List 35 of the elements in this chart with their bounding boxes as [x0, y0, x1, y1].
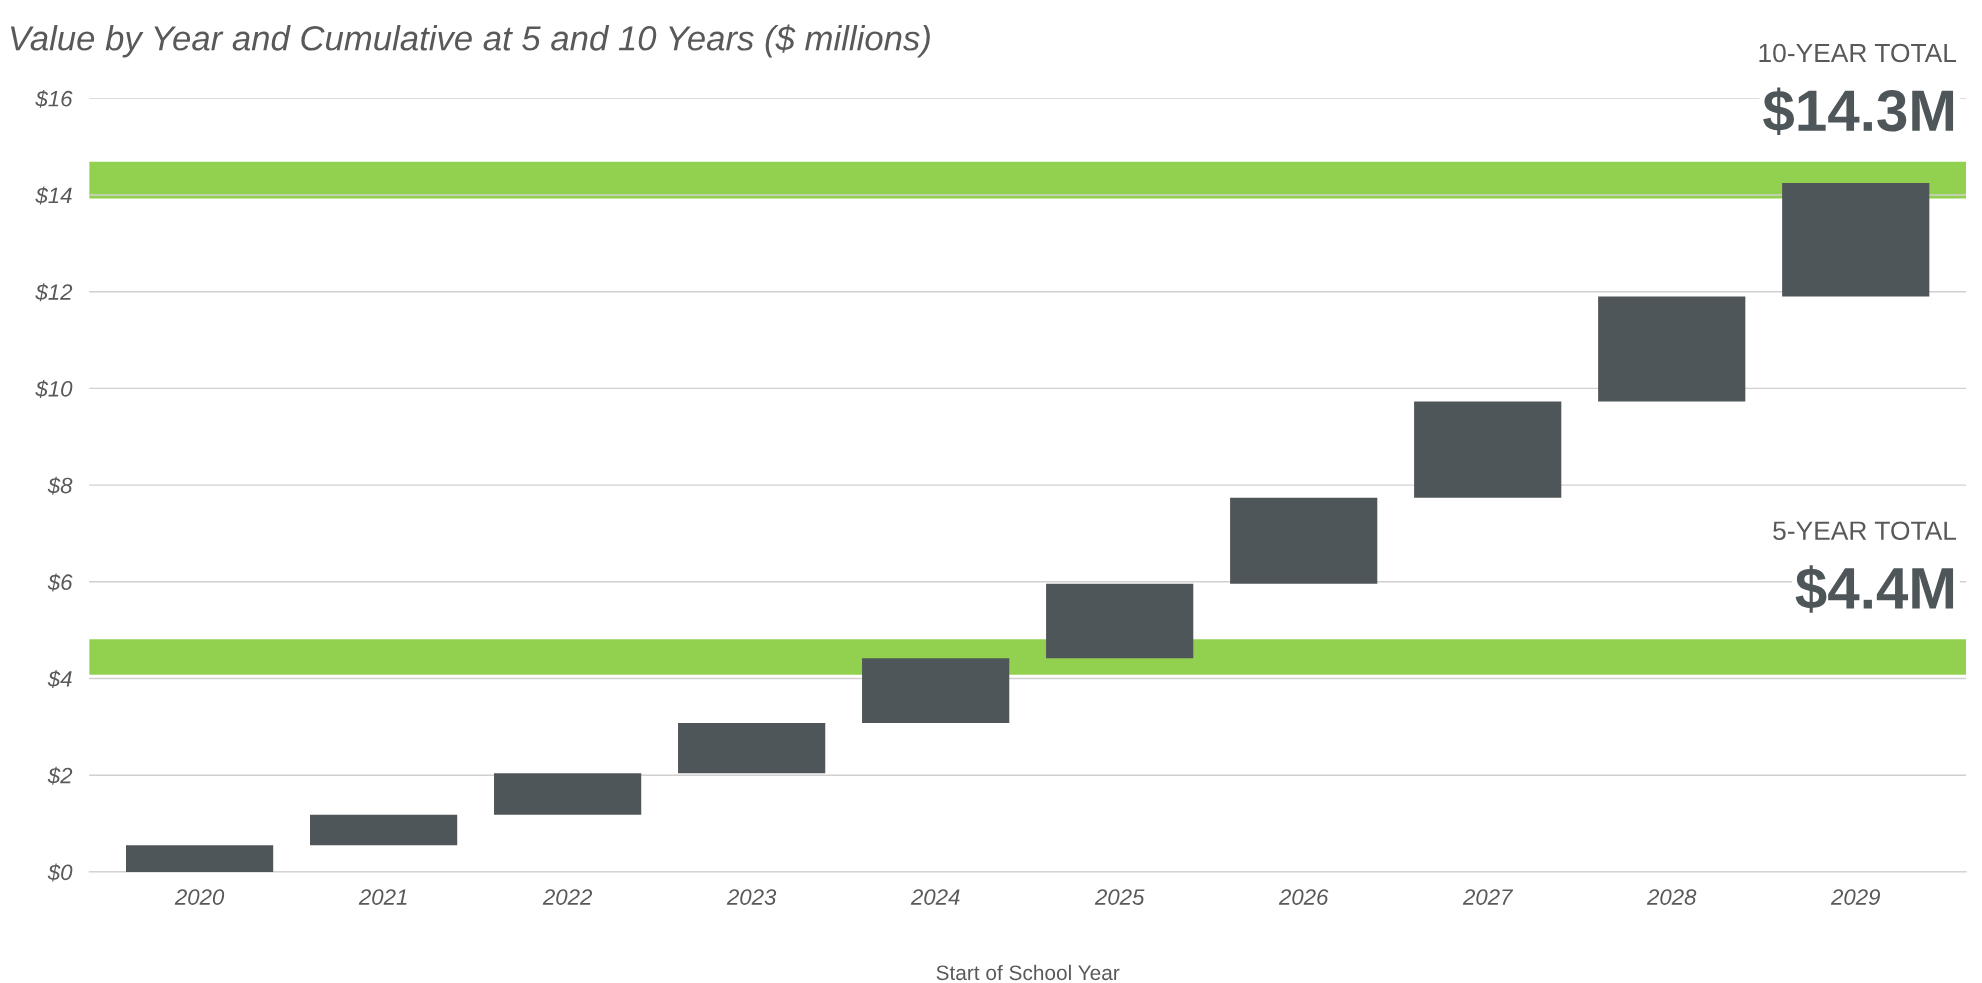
- y-tick-label: $12: [35, 283, 73, 302]
- bar: [1414, 401, 1562, 498]
- bar: [1230, 497, 1378, 584]
- y-tick-label: $10: [35, 380, 73, 398]
- x-tick-label: 2022: [542, 889, 593, 905]
- y-tick-label: $4: [47, 670, 72, 689]
- bar: [494, 773, 642, 815]
- bar: [1046, 583, 1194, 659]
- x-tick-label: 2023: [726, 889, 777, 905]
- y-tick-label: $2: [47, 766, 73, 785]
- text: 10-YEAR TOTAL: [1759, 43, 1957, 63]
- chart-title: Value by Year and Cumulative at 5 and 10 Years ($ millions): [10, 24, 930, 58]
- y-tick-label: $0: [47, 863, 73, 882]
- y-tick-label: $6: [47, 573, 73, 592]
- x-tick-label: 2025: [1094, 889, 1145, 905]
- x-tick-label: 2029: [1830, 889, 1880, 905]
- x-tick-label: 2026: [1278, 889, 1329, 905]
- bar: [1782, 182, 1930, 297]
- x-tick-label: 2024: [910, 889, 960, 905]
- x-tick-label: 2028: [1646, 889, 1697, 905]
- y-tick-label: $8: [47, 476, 73, 495]
- bar: [678, 723, 826, 774]
- x-tick-label: 2020: [174, 889, 225, 905]
- y-tick-label: $16: [35, 89, 73, 108]
- x-tick-label: 2027: [1462, 889, 1514, 905]
- bar: [125, 845, 274, 872]
- annotation: 5-YEAR TOTAL: [1773, 521, 1957, 541]
- annotation: $4.4M: [1795, 565, 1954, 613]
- bar: [310, 814, 458, 846]
- y-tick-label: $14: [35, 186, 72, 205]
- x-tick-label: 2021: [358, 889, 407, 905]
- x-axis-title: Start of School Year: [936, 964, 1120, 981]
- annotation: $14.3M: [1763, 87, 1954, 136]
- bar: [862, 658, 1010, 723]
- bar: [1598, 296, 1746, 402]
